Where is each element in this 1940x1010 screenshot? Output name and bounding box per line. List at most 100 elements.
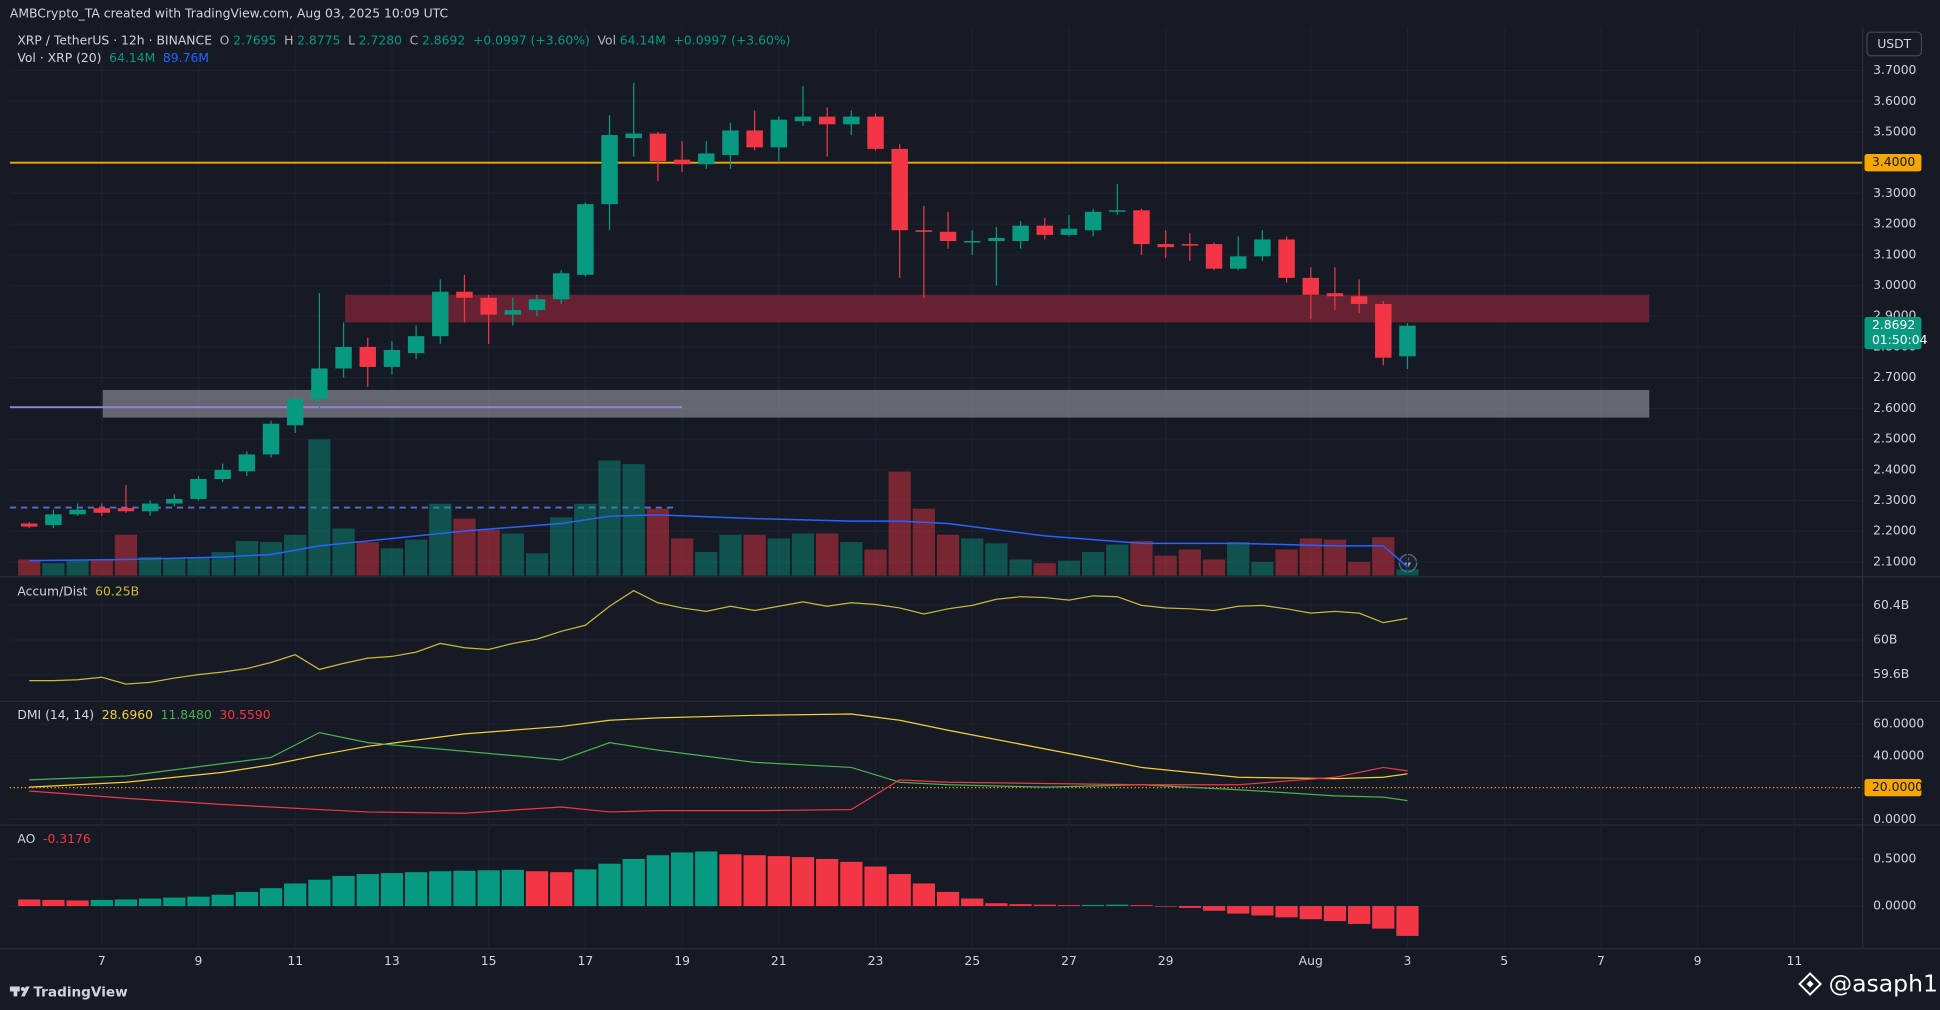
indicator-value: 60.25B — [95, 585, 140, 600]
y-tick-label: 60.0000 — [1873, 717, 1924, 731]
x-tick-label: 11 — [287, 954, 303, 968]
y-tick-label: 2.1000 — [1873, 554, 1916, 568]
ao-bar — [163, 897, 186, 907]
candle-body — [166, 498, 183, 504]
candle-body — [480, 297, 497, 315]
volume-bar — [1057, 560, 1081, 576]
indicator-name[interactable]: AO — [17, 833, 36, 847]
volume-bar — [1178, 549, 1201, 576]
volume-bar — [1106, 544, 1129, 576]
x-tick-label: 3 — [1404, 954, 1412, 968]
ohlc-key: O — [219, 34, 230, 49]
change: +0.0997 (+3.60%) — [472, 34, 590, 49]
ao-bar — [985, 903, 1008, 907]
indicator-name[interactable]: DMI (14, 14) — [17, 709, 95, 723]
ao-bar — [114, 899, 138, 907]
indicator-name[interactable]: Accum/Dist — [17, 585, 88, 600]
logo-part — [20, 986, 25, 991]
candle-body — [1109, 210, 1126, 212]
candle-body — [843, 116, 860, 125]
candle-body — [335, 346, 352, 369]
vol-value: 64.14M — [619, 34, 666, 49]
symbol[interactable]: XRP / TetherUS · 12h · BINANCE — [17, 34, 213, 49]
candle-body — [1133, 210, 1150, 245]
candle-body — [891, 148, 908, 231]
x-tick-label: 15 — [481, 954, 497, 968]
candle-body — [818, 116, 836, 125]
ao-bar — [1106, 904, 1129, 907]
x-tick-label: Aug — [1299, 954, 1323, 968]
volume-bar — [1323, 539, 1347, 576]
ao-bar — [1057, 905, 1081, 907]
x-tick-label: 9 — [1694, 954, 1702, 968]
volume-bar — [816, 533, 839, 576]
x-tick-label: 5 — [1500, 954, 1508, 968]
volume-bar — [332, 528, 355, 576]
logo-part — [21, 986, 30, 997]
ao-bar — [840, 861, 863, 907]
candle-body — [1036, 225, 1054, 235]
ao-bar — [139, 898, 162, 907]
volume-bar — [646, 508, 670, 576]
volume-bar — [477, 529, 500, 576]
ao-bar — [816, 858, 839, 907]
volume-bar — [139, 556, 162, 576]
candle-body — [1181, 244, 1199, 246]
volume-bar — [163, 558, 186, 576]
indicator-value: -0.3176 — [42, 833, 91, 847]
candle-body — [722, 130, 739, 156]
ao-bar — [622, 858, 645, 907]
dmi-legend: DMI (14, 14) 28.6960 11.8480 30.5590 — [17, 709, 274, 724]
x-tick-label: 27 — [1061, 954, 1077, 968]
currency-box[interactable] — [1866, 31, 1923, 57]
x-tick-label: 13 — [384, 954, 400, 968]
ohlc-key: C — [409, 34, 419, 49]
volume-bar — [1033, 563, 1056, 576]
candle-body — [1326, 293, 1344, 297]
y-tick-label: 40.0000 — [1873, 748, 1924, 762]
ao-bar — [284, 883, 307, 907]
ao-bar — [90, 899, 113, 907]
candle-body — [93, 508, 111, 513]
candle-body — [988, 237, 1005, 242]
candle-body — [552, 273, 570, 300]
last-price-box — [1864, 317, 1922, 350]
indicator-name[interactable]: Vol · XRP (20) — [17, 51, 102, 66]
ao-bar — [1227, 906, 1250, 914]
volume-bar — [525, 553, 549, 576]
candle-body — [407, 336, 425, 354]
candle-body — [528, 299, 546, 311]
volume-bar — [888, 471, 911, 576]
credit-text: AMBCrypto_TA created with TradingView.co… — [9, 7, 449, 22]
x-tick-label: 25 — [964, 954, 980, 968]
ao-bar — [695, 851, 718, 907]
volume-bar — [18, 559, 41, 576]
price-level-box — [1864, 154, 1922, 172]
ao-bar — [356, 874, 379, 907]
ao-bar — [1372, 906, 1395, 929]
candle-body — [141, 503, 159, 512]
volume-bar — [429, 503, 452, 576]
candle-body — [262, 423, 280, 455]
candle-body — [238, 454, 256, 472]
ao-bar — [767, 856, 790, 907]
ao-bar — [1323, 906, 1347, 922]
vol-key: Vol — [597, 34, 617, 49]
dmi-level-box — [1864, 778, 1922, 797]
y-tick-label: 3.1000 — [1873, 247, 1916, 261]
candle-body — [625, 133, 642, 139]
volume-bar — [767, 538, 790, 576]
volume-bar — [380, 548, 404, 576]
candle-body — [915, 230, 933, 232]
volume-bar — [1347, 561, 1371, 576]
volume-bar — [1299, 538, 1322, 576]
candle-body — [117, 508, 135, 512]
ao-bar — [66, 900, 89, 907]
brand: TradingView — [33, 985, 128, 1001]
candle-body — [746, 130, 763, 148]
candle-body — [1302, 277, 1319, 295]
volume-bar — [743, 534, 766, 576]
ao-legend: AO -0.3176 — [17, 833, 94, 848]
y-tick-label: 2.4000 — [1873, 462, 1916, 476]
ao-bar — [380, 873, 404, 907]
